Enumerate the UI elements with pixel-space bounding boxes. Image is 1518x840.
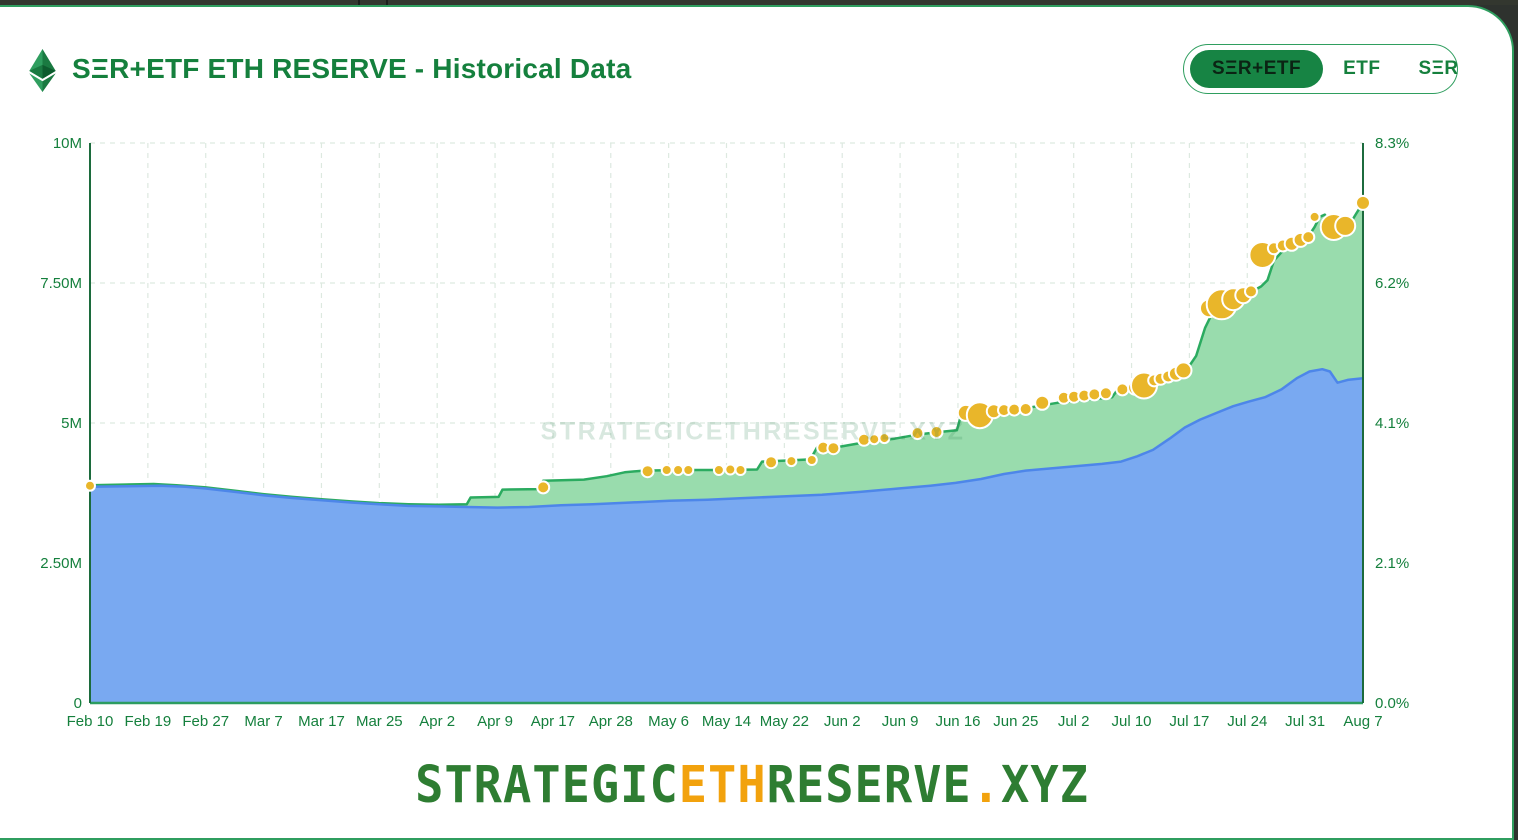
x-axis-label: Jul 10 (1111, 713, 1151, 730)
x-axis-label: Jun 9 (882, 713, 919, 730)
y-axis-left-label: 0 (74, 695, 82, 712)
x-axis-label: May 6 (648, 713, 689, 730)
y-axis-right-label: 2.1% (1375, 555, 1409, 572)
tab-separator (358, 0, 360, 5)
y-axis-left-label: 2.50M (40, 555, 82, 572)
ethereum-logo-icon (29, 49, 56, 92)
x-axis-label: Feb 10 (67, 713, 114, 730)
x-axis-label: May 14 (702, 713, 751, 730)
series-etf-area (89, 367, 1364, 703)
toggle-option-s-r[interactable]: SΞR (1401, 50, 1477, 88)
x-axis-label: Mar 25 (356, 713, 403, 730)
window-top-strip (0, 0, 1518, 5)
x-axis-label: Apr 9 (477, 713, 513, 730)
x-axis-label: Jun 2 (824, 713, 861, 730)
x-axis-label: May 22 (760, 713, 809, 730)
footer-segment: RESERVE (766, 755, 972, 816)
x-axis-label: Apr 17 (531, 713, 575, 730)
x-axis-label: Apr 28 (589, 713, 633, 730)
tab-separator (386, 0, 388, 5)
y-axis-right-label: 6.2% (1375, 275, 1409, 292)
footer-segment: STRATEGIC (415, 755, 679, 816)
x-axis-label: Jul 24 (1227, 713, 1267, 730)
x-axis-label: Jul 31 (1285, 713, 1325, 730)
x-axis-label: Mar 17 (298, 713, 345, 730)
footer-segment: . (971, 755, 1002, 816)
footer-segment: XYZ (1001, 755, 1089, 816)
x-axis-label: Aug 7 (1343, 713, 1382, 730)
x-axis-label: Mar 7 (244, 713, 282, 730)
x-axis-label: Feb 27 (182, 713, 229, 730)
y-axis-right-label: 8.3% (1375, 135, 1409, 152)
y-axis-left-label: 7.50M (40, 275, 82, 292)
toggle-option-s-r-etf[interactable]: SΞR+ETF (1190, 50, 1324, 88)
x-axis-label: Jun 25 (993, 713, 1038, 730)
y-axis-right-label: 0.0% (1375, 695, 1409, 712)
axes-layer (89, 143, 1364, 705)
x-axis-label: Jul 17 (1169, 713, 1209, 730)
x-axis-label: Jun 16 (935, 713, 980, 730)
event-markers (84, 194, 1371, 495)
x-axis-label: Feb 19 (125, 713, 172, 730)
view-toggle: SΞR+ETF ETF SΞR (1183, 44, 1458, 94)
footer-segment: ETH (678, 755, 767, 816)
x-axis-label: Apr 2 (419, 713, 455, 730)
footer-brand: STRATEGICETHRESERVE.XYZ (415, 756, 1089, 815)
axis-labels: 10M 8.3% 7.50M 6.2% 5M 4.1% 2.50M 2.1% 0 0.0% Feb … (40, 135, 1409, 730)
y-axis-left-label: 10M (53, 135, 82, 152)
x-axis-label: Jul 2 (1058, 713, 1090, 730)
y-axis-left-label: 5M (61, 415, 82, 432)
toggle-option-etf[interactable]: ETF (1325, 50, 1398, 88)
y-axis-right-label: 4.1% (1375, 415, 1409, 432)
page-title: SΞR+ETF ETH RESERVE - Historical Data (72, 53, 632, 84)
chart-watermark: STRATEGICETHRESERVE.XYZ (540, 417, 966, 446)
